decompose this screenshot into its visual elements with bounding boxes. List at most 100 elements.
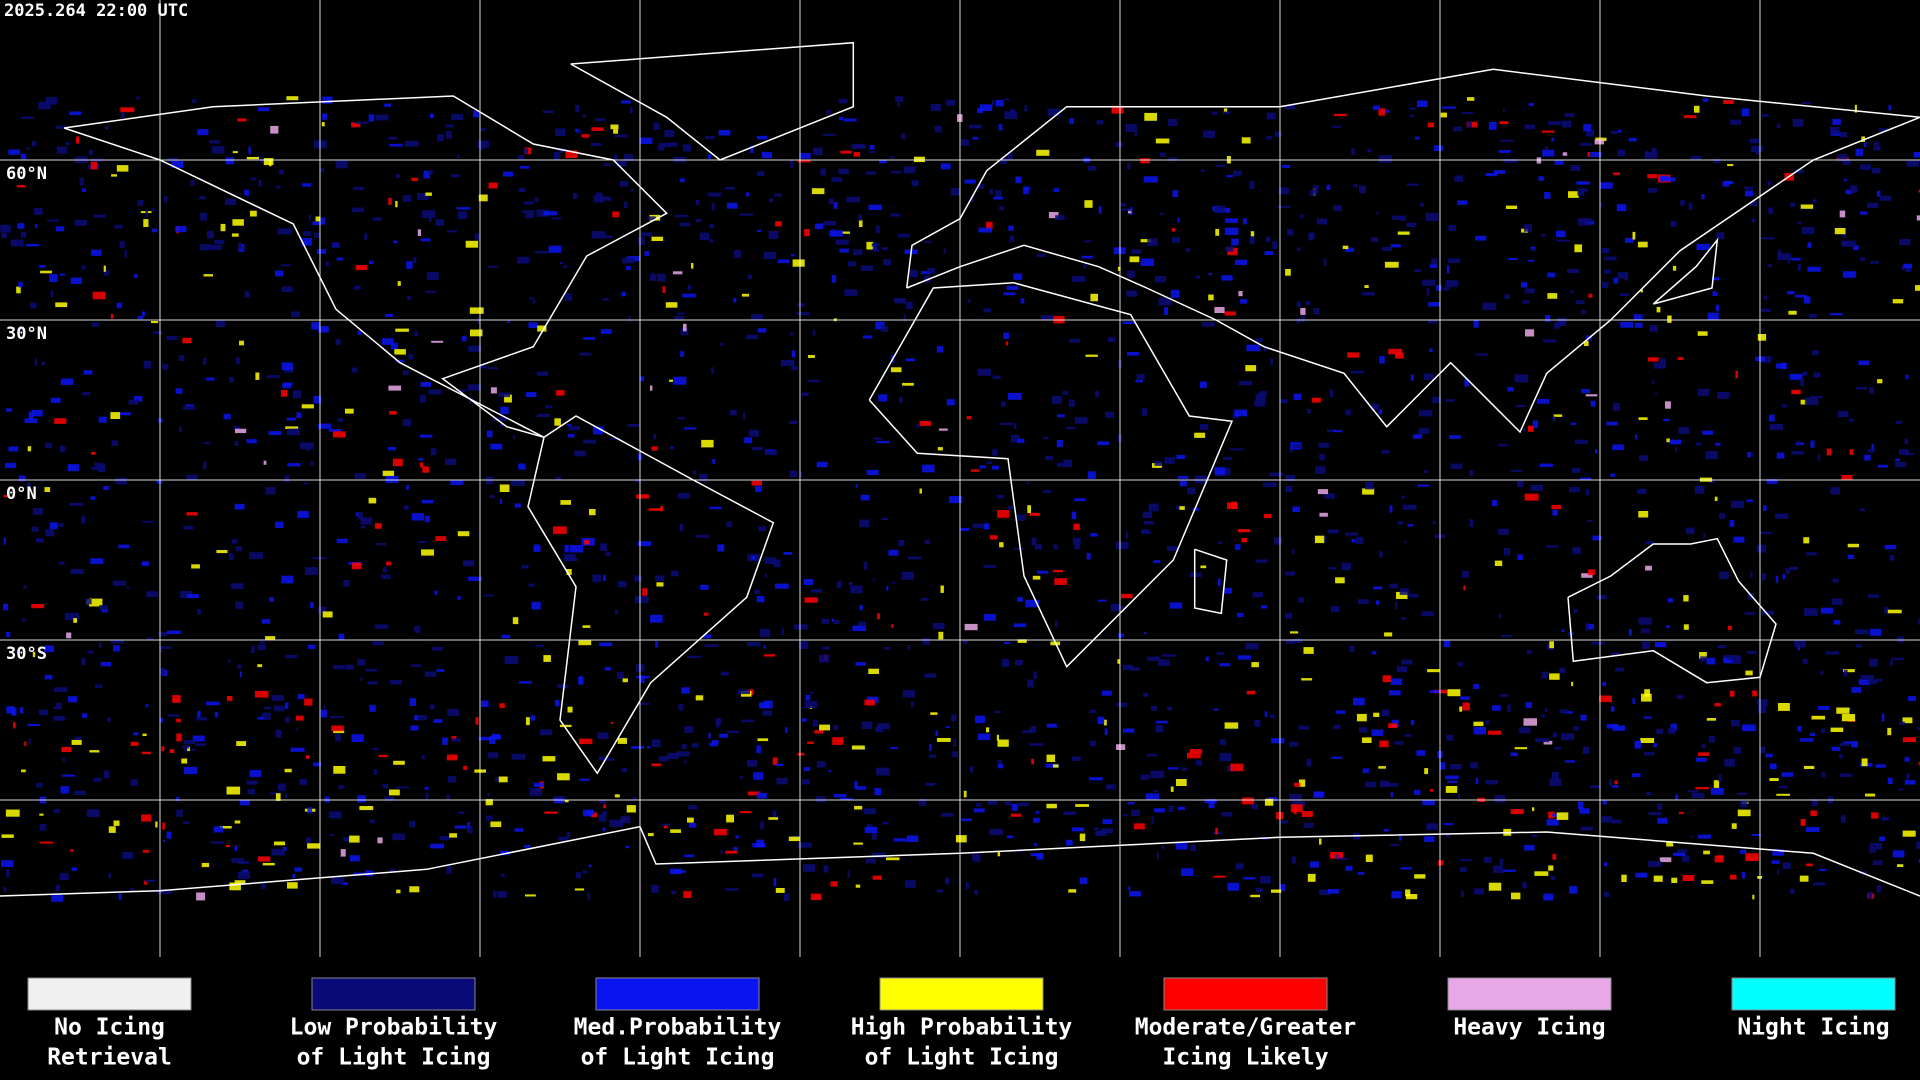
icing-cell — [328, 429, 342, 432]
icing-cell — [1310, 233, 1315, 239]
icing-cell — [27, 446, 32, 452]
icing-cell — [800, 471, 803, 478]
icing-cell — [936, 738, 951, 742]
icing-cell — [381, 338, 394, 345]
icing-cell — [237, 664, 242, 669]
latitude-label: 30°S — [6, 644, 47, 664]
icing-cell — [1488, 122, 1497, 130]
icing-cell — [445, 458, 457, 465]
icing-cell — [1758, 705, 1767, 713]
icing-cell — [1036, 253, 1046, 257]
icing-cell — [1543, 893, 1554, 901]
icing-cell — [1390, 244, 1401, 248]
icing-cell — [296, 412, 302, 419]
icing-cell — [530, 715, 535, 721]
icing-cell — [1223, 108, 1228, 112]
icing-cell — [1895, 461, 1907, 468]
icing-cell — [1250, 894, 1260, 898]
icing-cell — [892, 581, 896, 584]
icing-cell — [997, 759, 1003, 763]
icing-cell — [332, 242, 340, 247]
icing-cell — [31, 141, 37, 147]
icing-cell — [802, 779, 810, 785]
icing-cell — [1601, 816, 1613, 823]
icing-cell — [1891, 657, 1904, 661]
icing-cell — [1587, 569, 1595, 576]
icing-cell — [1390, 792, 1394, 798]
icing-cell — [1800, 399, 1807, 405]
icing-cell — [1854, 629, 1869, 635]
icing-cell — [755, 485, 762, 492]
icing-cell — [1068, 399, 1075, 407]
icing-cell — [1847, 554, 1855, 559]
icing-cell — [332, 665, 346, 669]
icing-cell — [284, 768, 292, 773]
icing-cell — [179, 426, 182, 433]
icing-cell — [567, 434, 575, 438]
icing-cell — [1712, 277, 1719, 281]
icing-cell — [936, 346, 944, 353]
icing-cell — [1103, 719, 1107, 726]
icing-cell — [1551, 137, 1555, 142]
icing-cell — [791, 254, 795, 257]
icing-cell — [333, 730, 345, 734]
icing-cell — [1208, 800, 1215, 809]
icing-cell — [1798, 263, 1801, 271]
icing-cell — [1503, 869, 1516, 872]
icing-cell — [1795, 442, 1805, 445]
icing-cell — [764, 557, 776, 564]
icing-cell — [1123, 728, 1135, 733]
icing-cell — [467, 821, 471, 828]
icing-cell — [1714, 855, 1724, 863]
icing-cell — [331, 877, 345, 885]
icing-cell — [83, 370, 93, 375]
coastline — [570, 41, 855, 161]
icing-cell — [994, 710, 1001, 713]
icing-cell — [1583, 340, 1589, 347]
icing-cell — [1879, 195, 1892, 201]
icing-cell — [133, 396, 143, 402]
icing-cell — [1588, 624, 1594, 630]
icing-cell — [1732, 657, 1741, 664]
icing-cell — [1667, 598, 1674, 603]
icing-cell — [1292, 549, 1295, 554]
icing-cell — [1723, 657, 1733, 664]
icing-cell — [979, 465, 986, 469]
icing-cell — [565, 150, 578, 159]
icing-cell — [1548, 865, 1554, 871]
icing-cell — [183, 821, 191, 824]
icing-cell — [1571, 681, 1574, 687]
icing-cell — [1362, 292, 1375, 296]
icing-cell — [261, 712, 271, 720]
icing-cell — [1681, 855, 1690, 862]
icing-cell — [1545, 146, 1548, 150]
icing-cell — [1628, 137, 1637, 142]
icing-cell — [726, 730, 740, 734]
icing-cell — [1140, 258, 1155, 266]
icing-cell — [421, 549, 434, 556]
icing-cell — [1053, 764, 1059, 768]
icing-cell — [1614, 780, 1618, 785]
icing-cell — [710, 239, 714, 243]
icing-cell — [545, 405, 553, 409]
icing-cell — [501, 634, 511, 639]
icing-cell — [384, 314, 394, 317]
icing-cell — [1803, 765, 1815, 769]
icing-cell — [1073, 523, 1080, 530]
icing-cell — [321, 122, 325, 127]
icing-cell — [98, 416, 107, 423]
icing-cell — [500, 422, 503, 427]
icing-cell — [1043, 436, 1049, 440]
icing-cell — [1335, 577, 1345, 584]
icing-cell — [548, 245, 562, 253]
icing-cell — [295, 728, 299, 731]
icing-cell — [190, 180, 195, 186]
icing-cell — [54, 418, 67, 424]
icing-cell — [55, 302, 68, 308]
icing-cell — [315, 216, 321, 222]
icing-cell — [805, 694, 811, 701]
icing-cell — [622, 678, 628, 683]
icing-cell — [1031, 726, 1036, 731]
icing-cell — [360, 525, 366, 529]
icing-cell — [318, 326, 329, 333]
